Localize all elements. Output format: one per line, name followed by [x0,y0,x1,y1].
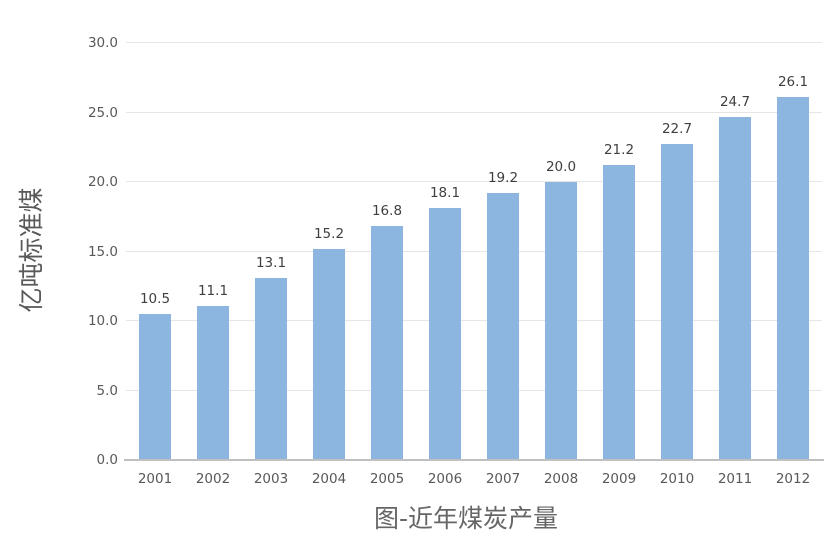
gridline [126,250,822,252]
x-tick-label: 2009 [601,471,637,487]
bar-group: 18.1 [416,43,474,460]
bar-2008 [545,182,577,460]
bar-2005 [371,226,403,460]
plot-area: 10.5 11.1 13.1 15.2 16.8 18.1 19.2 20.0 21.2 22.7… [126,42,822,460]
y-tick-label: 5.0 [96,382,118,399]
x-tick-label: 2012 [775,471,811,487]
bar-group: 19.2 [474,43,532,460]
y-tick-label: 10.0 [87,313,118,329]
bar-group: 22.7 [648,43,706,460]
gridline [126,42,822,43]
bar-value-label: 19.2 [487,170,519,187]
bar-2009 [603,165,635,460]
y-tick-label: 15.0 [87,243,118,260]
x-tick-label: 2002 [195,471,231,487]
x-tick-label: 2005 [369,471,405,487]
x-tick-label: 2007 [485,471,521,487]
gridline [126,389,822,391]
bar-value-label: 21.2 [603,142,635,159]
bar-value-label: 15.2 [313,225,345,242]
gridline [126,320,822,321]
x-axis-line [124,459,824,461]
y-tick-label: 20.0 [87,174,118,190]
bar-group: 24.7 [706,43,764,460]
bar-value-label: 26.1 [777,74,809,91]
bar-group: 16.8 [358,43,416,460]
bar-2002 [197,305,229,460]
x-tick-label: 2004 [311,471,347,487]
bar-value-label: 16.8 [371,203,403,220]
bar-value-label: 10.5 [139,291,171,308]
bar-2007 [487,193,519,460]
bar-2011 [719,116,751,460]
bar-value-label: 13.1 [255,254,287,271]
bar-2004 [313,248,345,460]
y-axis-tick-labels: 0.0 5.0 10.0 15.0 20.0 25.0 30.0 [0,0,118,550]
bar-2001 [139,314,171,460]
bar-value-label: 24.7 [719,93,751,110]
x-tick-label: 2011 [717,471,753,487]
x-tick-label: 2008 [543,471,579,487]
gridline [126,111,822,113]
bar-2003 [255,277,287,460]
bar-group: 13.1 [242,43,300,460]
bar-group: 20.0 [532,43,590,460]
bar-value-label: 11.1 [197,282,229,299]
bar-value-label: 18.1 [429,185,461,202]
bar-group: 11.1 [184,43,242,460]
gridline [126,181,822,182]
bar-group: 15.2 [300,43,358,460]
x-tick-label: 2003 [253,471,289,487]
bar-value-label: 20.0 [545,159,577,175]
y-tick-label: 25.0 [87,104,118,121]
x-tick-label: 2006 [427,471,463,487]
bar-group: 26.1 [764,43,822,460]
x-tick-label: 2001 [137,471,173,487]
x-tick-label: 2010 [659,471,695,487]
bar-value-label: 22.7 [661,121,693,138]
bar-2006 [429,208,461,460]
x-axis-tick-labels: 2001 2002 2003 2004 2005 2006 2007 2008 2009 2010… [126,471,822,491]
bar-2012 [777,97,809,460]
bar-2010 [661,144,693,460]
chart-title: 图-近年煤炭产量 [373,504,559,533]
bar-group: 21.2 [590,43,648,460]
bar-group: 10.5 [126,43,184,460]
y-tick-label: 30.0 [87,35,118,51]
y-tick-label: 0.0 [96,452,118,468]
